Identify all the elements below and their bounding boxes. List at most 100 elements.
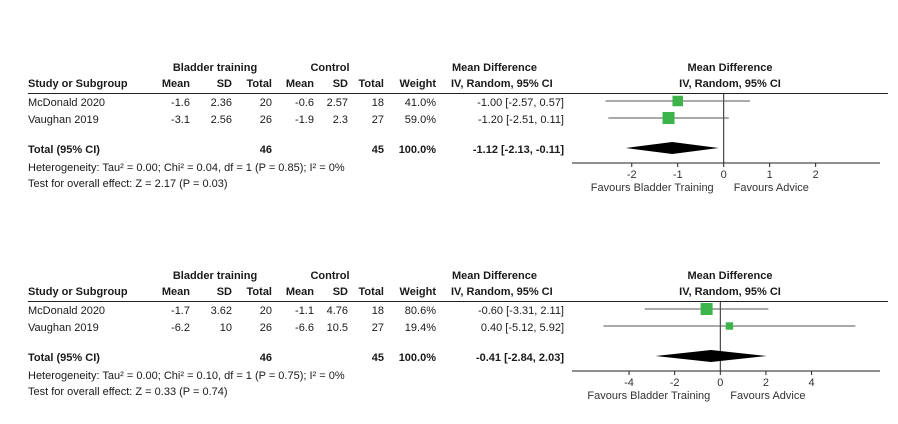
forest-plot-1: Bladder training Control Mean Difference…: [0, 0, 898, 200]
total-n1: 46: [259, 352, 272, 364]
md-method: IV, Random, 95% CI: [451, 286, 553, 298]
group1-header: Bladder training: [172, 270, 258, 282]
forest-plot-area: -4 -2 0 2 4 Favours Bladder Training Favours A…: [572, 302, 880, 402]
x-tick-label: 1: [767, 169, 773, 181]
x-tick-label: -4: [624, 377, 634, 389]
study-name: Vaughan 2019: [28, 114, 99, 126]
mean2: -1.9: [295, 114, 314, 126]
weight-header: Weight: [399, 78, 436, 90]
total-label: Total (95% CI): [28, 352, 100, 364]
total-n2: 45: [371, 352, 384, 364]
pooled-diamond: [625, 142, 719, 154]
study-name: McDonald 2020: [28, 305, 106, 317]
sd1-header: SD: [216, 78, 232, 90]
x-tick-label: 0: [721, 169, 727, 181]
mean1: -1.6: [171, 97, 190, 109]
total-weight: 100.0%: [398, 144, 436, 156]
total-n1: 46: [259, 144, 272, 156]
sd1: 10: [219, 322, 232, 334]
study-marker: [725, 322, 734, 330]
sd2: 2.3: [332, 114, 348, 126]
study-header: Study or Subgroup: [28, 78, 128, 90]
study-name: Vaughan 2019: [28, 322, 99, 334]
forest-plot-area: -2 -1 0 1 2 Favours Bladder Training Favours A…: [572, 94, 880, 194]
group1-header: Bladder training: [172, 62, 258, 74]
forest-plot-2: Bladder training Control Mean Difference…: [0, 208, 898, 408]
md-method: IV, Random, 95% CI: [451, 78, 553, 90]
n2: 27: [371, 322, 384, 334]
mean2: -0.6: [295, 97, 314, 109]
n2: 27: [371, 114, 384, 126]
total1-header: Total: [246, 78, 272, 90]
total1-header: Total: [246, 286, 272, 298]
mean1-header: Mean: [161, 286, 190, 298]
header-rule: [28, 301, 888, 302]
sd1-header: SD: [216, 286, 232, 298]
sd1: 3.62: [210, 305, 232, 317]
favours-left-label: Favours Bladder Training: [587, 390, 710, 402]
mean2: -1.1: [295, 305, 314, 317]
header-rule: [28, 93, 888, 94]
group2-header: Control: [310, 270, 350, 282]
pooled-diamond: [655, 350, 767, 362]
n1: 20: [259, 305, 272, 317]
study-marker: [662, 112, 675, 124]
weight: 80.6%: [404, 305, 436, 317]
total2-header: Total: [358, 286, 384, 298]
x-tick-label: 4: [808, 377, 814, 389]
sd2: 2.57: [326, 97, 348, 109]
sd2: 10.5: [326, 322, 348, 334]
md-title: Mean Difference: [452, 62, 537, 74]
weight-header: Weight: [399, 286, 436, 298]
favours-right-label: Favours Advice: [734, 182, 809, 194]
heterogeneity-text: Heterogeneity: Tau² = 0.00; Chi² = 0.04,…: [28, 162, 345, 174]
total-ci-text: -1.12 [-2.13, -0.11]: [472, 144, 564, 156]
overall-effect-text: Test for overall effect: Z = 2.17 (P = 0…: [28, 178, 228, 190]
weight: 41.0%: [404, 97, 436, 109]
ci-text: -0.60 [-3.31, 2.11]: [477, 305, 564, 317]
x-tick-label: 0: [717, 377, 723, 389]
mean1: -3.1: [171, 114, 190, 126]
plot-title: Mean Difference: [687, 270, 773, 282]
n1: 26: [259, 114, 272, 126]
weight: 19.4%: [404, 322, 436, 334]
sd1: 2.36: [210, 97, 232, 109]
x-tick-label: 2: [763, 377, 769, 389]
study-name: McDonald 2020: [28, 97, 106, 109]
mean2: -6.6: [295, 322, 314, 334]
ci-text: 0.40 [-5.12, 5.92]: [480, 322, 564, 334]
total-n2: 45: [371, 144, 384, 156]
favours-left-label: Favours Bladder Training: [591, 182, 714, 194]
study-header: Study or Subgroup: [28, 286, 128, 298]
ci-text: -1.00 [-2.57, 0.57]: [477, 97, 564, 109]
n1: 20: [259, 97, 272, 109]
x-tick-label: 2: [813, 169, 819, 181]
plot-method: IV, Random, 95% CI: [679, 286, 781, 298]
n2: 18: [371, 97, 384, 109]
md-title: Mean Difference: [452, 270, 537, 282]
group2-header: Control: [310, 62, 350, 74]
sd2-header: SD: [332, 78, 348, 90]
sd1: 2.56: [210, 114, 232, 126]
favours-right-label: Favours Advice: [730, 390, 805, 402]
study-marker: [700, 303, 713, 315]
x-tick-label: -2: [627, 169, 637, 181]
n1: 26: [259, 322, 272, 334]
sd2: 4.76: [326, 305, 348, 317]
n2: 18: [371, 305, 384, 317]
mean1: -1.7: [171, 305, 190, 317]
x-tick-label: -2: [670, 377, 680, 389]
plot-title: Mean Difference: [687, 62, 773, 74]
ci-text: -1.20 [-2.51, 0.11]: [477, 114, 564, 126]
heterogeneity-text: Heterogeneity: Tau² = 0.00; Chi² = 0.10,…: [28, 370, 345, 382]
total-label: Total (95% CI): [28, 144, 100, 156]
sd2-header: SD: [332, 286, 348, 298]
mean1: -6.2: [171, 322, 190, 334]
total-ci-text: -0.41 [-2.84, 2.03]: [475, 352, 564, 364]
plot-method: IV, Random, 95% CI: [679, 78, 781, 90]
mean1-header: Mean: [161, 78, 190, 90]
mean2-header: Mean: [285, 78, 314, 90]
weight: 59.0%: [404, 114, 436, 126]
total-weight: 100.0%: [398, 352, 436, 364]
overall-effect-text: Test for overall effect: Z = 0.33 (P = 0…: [28, 386, 228, 398]
